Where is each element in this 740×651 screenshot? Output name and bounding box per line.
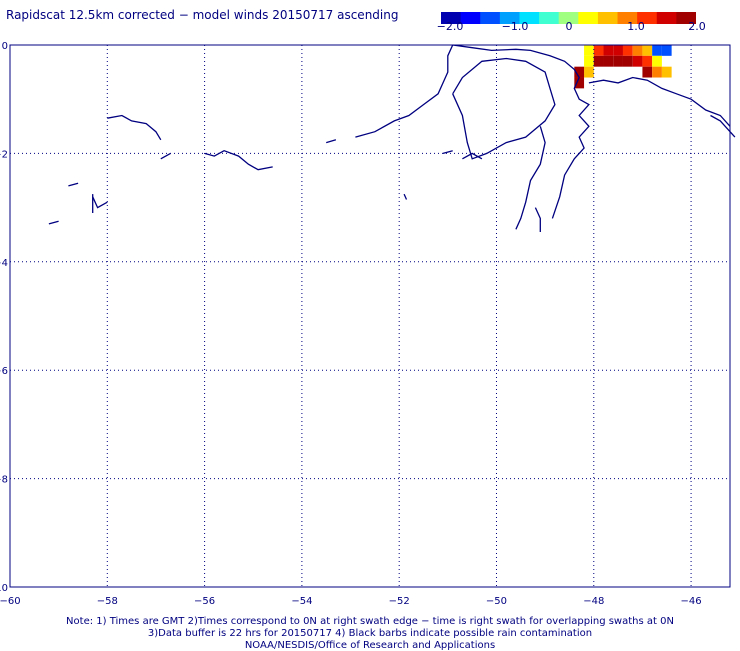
colorbar-tick-label: 1.0 xyxy=(627,20,645,33)
coastline xyxy=(48,44,736,232)
coastline-segment xyxy=(588,76,731,127)
longitude-tick-label: −60 xyxy=(0,596,21,607)
wind-cell xyxy=(584,66,594,78)
wind-cell xyxy=(642,55,653,67)
colorbar xyxy=(441,9,697,24)
wind-cell xyxy=(613,55,623,67)
colorbar-swatch xyxy=(480,12,501,24)
wind-cell xyxy=(593,55,604,67)
coastline-segment xyxy=(68,182,79,187)
coastline-segment xyxy=(462,152,483,160)
longitude-tick-label: −58 xyxy=(97,596,118,607)
coastline-segment xyxy=(403,193,408,200)
colorbar-swatch xyxy=(656,12,677,24)
latitude-tick-label: −8 xyxy=(0,475,8,486)
wind-cell xyxy=(574,66,585,78)
colorbar-swatches xyxy=(441,12,697,24)
wind-cell xyxy=(622,55,633,67)
wind-cell xyxy=(584,45,594,56)
coastline-segment xyxy=(355,44,454,138)
coastline-segment xyxy=(48,220,59,225)
wind-cell xyxy=(622,45,633,56)
page-title: Rapidscat 12.5km corrected − model winds… xyxy=(6,8,399,22)
latitude-tick-label: 0 xyxy=(2,41,8,52)
longitude-tick-label: −54 xyxy=(291,596,312,607)
wind-cell xyxy=(632,45,643,56)
wind-cell xyxy=(593,45,604,56)
colorbar-tick-label: −1.0 xyxy=(501,20,529,33)
colorbar-swatch xyxy=(499,12,520,24)
coastline-segment xyxy=(515,126,546,230)
note-line-2: 3)Data buffer is 22 hrs for 20150717 4) … xyxy=(147,628,593,639)
coastline-segment xyxy=(107,114,162,141)
wind-cell xyxy=(642,66,653,78)
wind-cell xyxy=(603,45,614,56)
longitude-tick-label: −52 xyxy=(389,596,410,607)
longitude-tick-labels: −60 −58 −56 −54 −52 −50 −48 −46 xyxy=(0,596,702,607)
map-grid xyxy=(10,45,730,587)
wind-cell xyxy=(603,55,614,67)
latitude-tick-labels: 0 −2 −4 −6 −8 −10 xyxy=(0,41,8,594)
map-frame xyxy=(9,44,731,588)
colorbar-swatch xyxy=(676,12,697,24)
longitude-tick-label: −50 xyxy=(486,596,507,607)
colorbar-swatch xyxy=(539,12,560,24)
colorbar-tick-label: −2.0 xyxy=(436,20,464,33)
note-line-1: Note: 1) Times are GMT 2)Times correspon… xyxy=(66,616,674,627)
wind-cell xyxy=(584,55,594,67)
colorbar-swatch xyxy=(460,12,481,24)
longitude-tick-label: −48 xyxy=(583,596,604,607)
wind-cell xyxy=(632,55,643,67)
coastline-segment xyxy=(204,149,273,171)
colorbar-tick-label: 0 xyxy=(565,20,573,33)
wind-cell xyxy=(661,66,672,78)
note-line-3: NOAA/NESDIS/Office of Research and Appli… xyxy=(244,640,496,651)
wind-cell xyxy=(642,45,653,56)
colorbar-swatch xyxy=(597,12,619,24)
wind-difference-cells xyxy=(574,45,672,89)
colorbar-swatch xyxy=(441,12,462,24)
latitude-tick-label: −4 xyxy=(0,258,8,269)
latitude-tick-label: −2 xyxy=(0,149,8,160)
latitude-tick-label: −6 xyxy=(0,366,8,377)
wind-cell xyxy=(613,45,623,56)
coastline-segment xyxy=(452,44,590,219)
wind-cell xyxy=(652,45,662,56)
coastline-segment xyxy=(452,57,556,160)
colorbar-swatch xyxy=(558,12,579,24)
coastline-segment xyxy=(326,139,337,144)
colorbar-tick-label: 2.0 xyxy=(688,20,706,33)
wind-cell xyxy=(652,66,662,78)
longitude-tick-label: −56 xyxy=(194,596,215,607)
colorbar-swatch xyxy=(578,12,599,24)
coastline-segment xyxy=(442,150,453,155)
colorbar-swatch xyxy=(617,12,638,24)
coastline-segment xyxy=(92,196,108,209)
wind-cell xyxy=(574,77,585,89)
coastline-segment xyxy=(534,207,541,232)
wind-cell xyxy=(661,45,672,56)
colorbar-swatch xyxy=(519,12,540,24)
coastline-segment xyxy=(160,152,171,160)
wind-cell xyxy=(652,55,662,67)
latitude-tick-label: −10 xyxy=(0,583,8,594)
longitude-tick-label: −46 xyxy=(681,596,702,607)
colorbar-swatch xyxy=(637,12,658,24)
